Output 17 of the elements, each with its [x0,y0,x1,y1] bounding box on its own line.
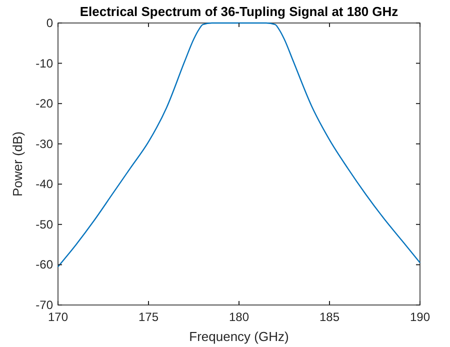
line-series [57,22,421,268]
x-tick-label: 185 [319,310,340,324]
y-axis-title: Power (dB) [10,131,25,197]
x-tick-label: 190 [410,310,430,324]
y-tick-label: -70 [36,298,54,312]
y-tick-label: -60 [36,258,54,272]
y-tick-label: -30 [36,136,54,151]
y-tick-label: 0 [46,16,54,30]
x-tick-label: 170 [48,310,68,324]
y-tick-label: -10 [36,56,54,70]
x-tick-label: 175 [138,310,159,324]
chart-title: Electrical Spectrum of 36-Tupling Signal at 180 GHz [80,4,399,19]
x-axis-title: Frequency (GHz) [189,329,289,344]
y-tick-label: -50 [36,217,54,232]
y-tick-label: -20 [36,96,54,111]
y-tick-label: -40 [36,177,54,192]
x-tick-label: 180 [228,310,250,324]
